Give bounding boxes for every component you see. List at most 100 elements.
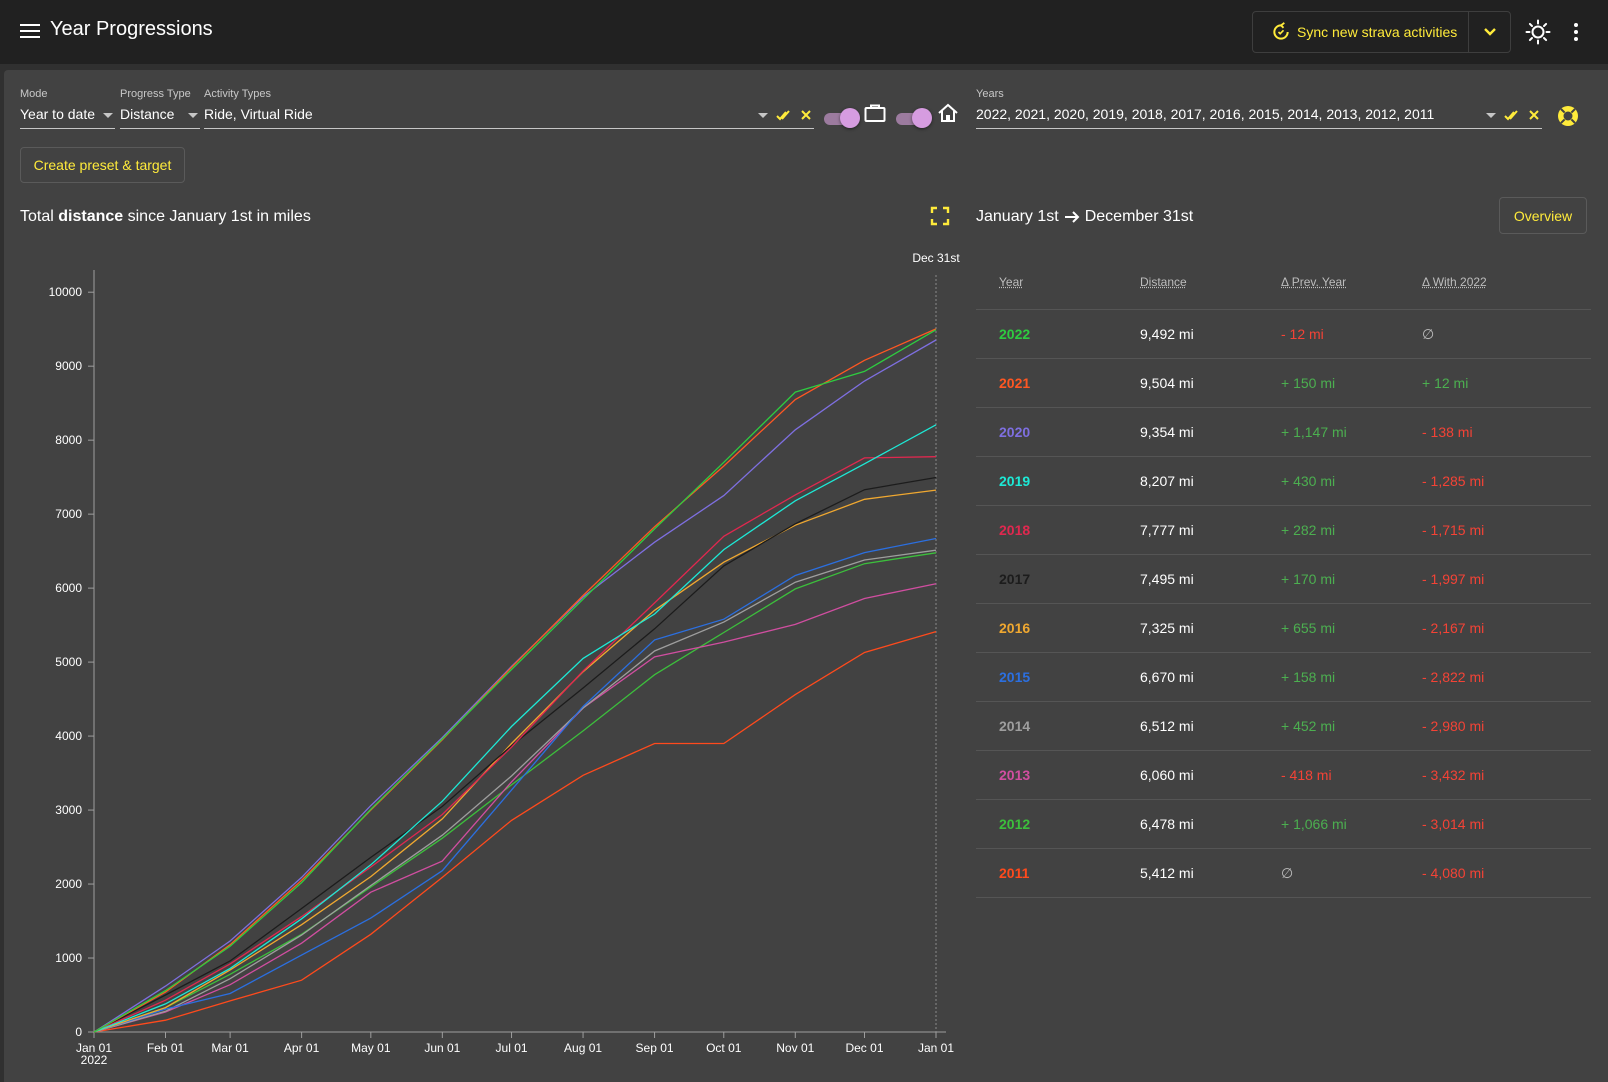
column-header-with-2022[interactable]: Δ With 2022 bbox=[1422, 275, 1487, 289]
year-cell: 2019 bbox=[999, 473, 1031, 489]
years-value: 2022, 2021, 2020, 2019, 2018, 2017, 2016… bbox=[976, 106, 1435, 122]
table-row: 2022 9,492 mi - 12 mi ∅ bbox=[976, 310, 1591, 359]
prev-year-delta-cell: + 282 mi bbox=[1281, 522, 1336, 538]
progress-type-select[interactable]: Progress Type Distance bbox=[120, 88, 200, 130]
x-tick-label: Jan 01 bbox=[76, 1041, 112, 1055]
year-cell: 2015 bbox=[999, 669, 1031, 685]
with-2022-delta-cell: - 2,980 mi bbox=[1422, 718, 1485, 734]
series-line-2022 bbox=[93, 329, 937, 1033]
y-tick-label: 7000 bbox=[55, 507, 82, 521]
table-row: 2011 5,412 mi ∅ - 4,080 mi bbox=[976, 849, 1591, 898]
column-header-prev-year[interactable]: Δ Prev. Year bbox=[1281, 275, 1347, 289]
prev-year-delta-cell: - 418 mi bbox=[1281, 767, 1332, 783]
distance-cell: 8,207 mi bbox=[1140, 473, 1194, 489]
table-row: 2013 6,060 mi - 418 mi - 3,432 mi bbox=[976, 751, 1591, 800]
select-all-icon[interactable] bbox=[776, 108, 792, 122]
x-tick-label: Feb 01 bbox=[147, 1041, 185, 1055]
chart-title: Total distance since January 1st in mile… bbox=[20, 208, 311, 225]
home-toggle[interactable] bbox=[894, 107, 932, 129]
table-row: 2017 7,495 mi + 170 mi - 1,997 mi bbox=[976, 555, 1591, 604]
year-cell: 2014 bbox=[999, 718, 1031, 734]
distance-cell: 6,670 mi bbox=[1140, 669, 1194, 685]
with-2022-delta-cell: - 2,822 mi bbox=[1422, 669, 1485, 685]
with-2022-delta-cell: - 1,715 mi bbox=[1422, 522, 1485, 538]
year-cell: 2018 bbox=[999, 522, 1031, 538]
mode-value: Year to date bbox=[20, 106, 95, 122]
x-tick-label: Jan 01 bbox=[918, 1041, 954, 1055]
y-tick-label: 0 bbox=[75, 1025, 82, 1039]
range-start: January 1st bbox=[976, 208, 1059, 225]
prev-year-delta-cell: - 12 mi bbox=[1281, 326, 1324, 342]
fullscreen-icon[interactable] bbox=[930, 206, 950, 226]
with-2022-delta-cell: ∅ bbox=[1422, 326, 1435, 342]
clear-icon[interactable] bbox=[800, 109, 812, 121]
mode-select[interactable]: Mode Year to date bbox=[20, 88, 115, 130]
x-tick-label: Aug 01 bbox=[564, 1041, 602, 1055]
select-all-icon[interactable] bbox=[1504, 108, 1520, 122]
menu-icon[interactable] bbox=[18, 20, 42, 44]
x-tick-label: Jul 01 bbox=[496, 1041, 528, 1055]
table-row: 2014 6,512 mi + 452 mi - 2,980 mi bbox=[976, 702, 1591, 751]
activity-types-select[interactable]: Activity Types Ride, Virtual Ride bbox=[204, 88, 814, 130]
table-row: 2021 9,504 mi + 150 mi + 12 mi bbox=[976, 359, 1591, 408]
with-2022-delta-cell: - 3,432 mi bbox=[1422, 767, 1485, 783]
years-label: Years bbox=[976, 88, 1004, 100]
sync-activities-button[interactable]: Sync new strava activities bbox=[1253, 12, 1468, 52]
series-line-2011 bbox=[93, 630, 937, 1033]
dropdown-arrow-icon bbox=[758, 113, 768, 118]
distance-cell: 6,478 mi bbox=[1140, 816, 1194, 832]
series-line-2017 bbox=[93, 476, 937, 1033]
range-title: January 1st December 31st bbox=[976, 208, 1193, 226]
year-cell: 2021 bbox=[999, 375, 1031, 391]
y-tick-label: 3000 bbox=[55, 803, 82, 817]
create-preset-button[interactable]: Create preset & target bbox=[20, 147, 185, 183]
year-progression-chart: 0 1000 2000 3000 4000 5000 6000 7000 8000 9000 100… bbox=[49, 251, 961, 1067]
clear-icon[interactable] bbox=[1528, 109, 1540, 121]
year-cell: 2022 bbox=[999, 326, 1031, 342]
distance-cell: 5,412 mi bbox=[1140, 865, 1194, 881]
dropdown-arrow-icon bbox=[103, 113, 113, 118]
table-row: 2020 9,354 mi + 1,147 mi - 138 mi bbox=[976, 408, 1591, 457]
progress-type-value: Distance bbox=[120, 106, 175, 122]
distance-cell: 7,495 mi bbox=[1140, 571, 1194, 587]
theme-toggle-icon[interactable] bbox=[1525, 19, 1551, 45]
with-2022-delta-cell: - 4,080 mi bbox=[1422, 865, 1485, 881]
commute-toggle[interactable] bbox=[822, 107, 860, 129]
distance-cell: 9,504 mi bbox=[1140, 375, 1194, 391]
table-row: 2016 7,325 mi + 655 mi - 2,167 mi bbox=[976, 604, 1591, 653]
column-header-distance[interactable]: Distance bbox=[1140, 275, 1187, 289]
sync-button-group: Sync new strava activities bbox=[1252, 11, 1511, 53]
year-cell: 2011 bbox=[999, 865, 1030, 881]
overview-button[interactable]: Overview bbox=[1499, 197, 1587, 234]
series-line-2015 bbox=[93, 537, 937, 1033]
distance-cell: 7,325 mi bbox=[1140, 620, 1194, 636]
distance-cell: 9,354 mi bbox=[1140, 424, 1194, 440]
year-cell: 2012 bbox=[999, 816, 1031, 832]
prev-year-delta-cell: + 158 mi bbox=[1281, 669, 1336, 685]
dropdown-arrow-icon bbox=[188, 113, 198, 118]
x-tick-label: May 01 bbox=[351, 1041, 391, 1055]
chevron-down-icon bbox=[1483, 28, 1496, 36]
today-marker-label: Dec 31st bbox=[912, 251, 960, 265]
table-row: 2019 8,207 mi + 430 mi - 1,285 mi bbox=[976, 457, 1591, 506]
series-line-2012 bbox=[93, 552, 937, 1033]
distance-cell: 6,060 mi bbox=[1140, 767, 1194, 783]
prev-year-delta-cell: + 1,147 mi bbox=[1281, 424, 1347, 440]
lifebuoy-icon[interactable] bbox=[1556, 104, 1580, 128]
x-tick-label: Apr 01 bbox=[284, 1041, 320, 1055]
x-year-label: 2022 bbox=[81, 1053, 108, 1067]
sync-options-button[interactable] bbox=[1468, 12, 1510, 52]
app-toolbar: Year Progressions Sync new strava activi… bbox=[0, 0, 1608, 64]
prev-year-delta-cell: + 170 mi bbox=[1281, 571, 1336, 587]
prev-year-delta-cell: ∅ bbox=[1281, 865, 1294, 881]
series-line-2021 bbox=[93, 328, 937, 1033]
years-select[interactable]: Years 2022, 2021, 2020, 2019, 2018, 2017… bbox=[976, 88, 1542, 130]
y-tick-label: 6000 bbox=[55, 581, 82, 595]
y-tick-label: 4000 bbox=[55, 729, 82, 743]
with-2022-delta-cell: - 1,285 mi bbox=[1422, 473, 1485, 489]
column-header-year[interactable]: Year bbox=[999, 275, 1024, 289]
more-options-icon[interactable] bbox=[1566, 20, 1586, 44]
y-tick-label: 5000 bbox=[55, 655, 82, 669]
with-2022-delta-cell: - 2,167 mi bbox=[1422, 620, 1485, 636]
series-line-2016 bbox=[93, 489, 937, 1033]
